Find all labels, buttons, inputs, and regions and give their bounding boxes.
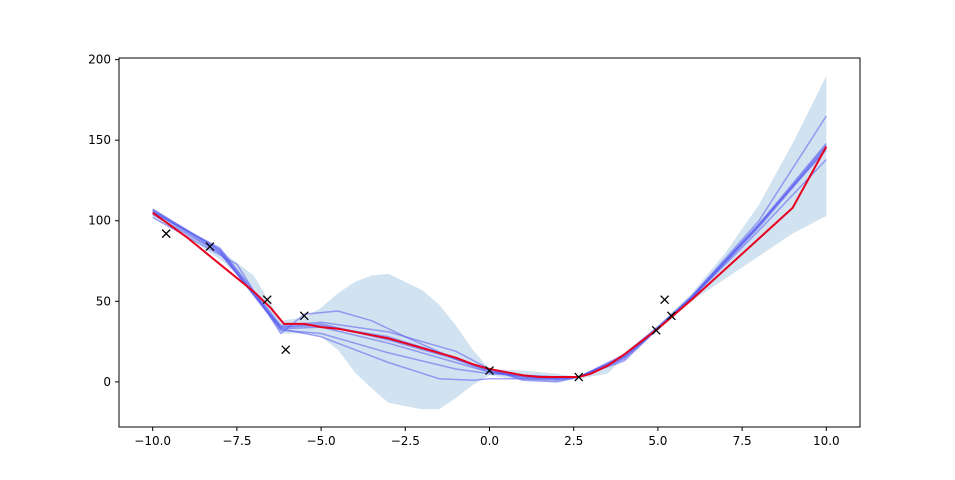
y-axis: 0 50 100 150 200 xyxy=(88,53,119,389)
x-tick-label: 0.0 xyxy=(480,434,499,448)
observations-layer xyxy=(161,229,676,382)
x-tick-label: −2.5 xyxy=(391,434,420,448)
observation-marker xyxy=(205,242,215,251)
x-tick-label: 2.5 xyxy=(564,434,583,448)
samples-layer xyxy=(152,115,827,383)
mean-layer xyxy=(152,146,828,378)
y-tick-label: 150 xyxy=(88,133,111,147)
observation-marker xyxy=(574,372,584,382)
mean-curve xyxy=(152,146,828,378)
observation-marker xyxy=(161,229,171,239)
observation-marker xyxy=(281,345,291,355)
x-tick-label: −5.0 xyxy=(307,434,336,448)
x-tick-label: 7.5 xyxy=(733,434,752,448)
y-tick-label: 50 xyxy=(96,294,111,308)
x-tick-label: 5.0 xyxy=(648,434,667,448)
confidence-band-layer xyxy=(152,75,827,410)
y-tick-label: 100 xyxy=(88,214,111,228)
confidence-band xyxy=(152,75,827,410)
y-tick-label: 200 xyxy=(88,53,111,67)
observation-marker xyxy=(299,311,309,321)
observation-marker xyxy=(666,311,676,321)
x-axis: −10.0 −7.5 −5.0 −2.5 0.0 2.5 5.0 7.5 10.0 xyxy=(134,427,840,448)
observation-marker xyxy=(485,366,494,376)
observation-marker xyxy=(651,325,661,335)
observation-marker xyxy=(262,295,272,305)
y-tick-label: 0 xyxy=(103,375,111,389)
x-tick-label: 10.0 xyxy=(813,434,840,448)
x-tick-label: −7.5 xyxy=(222,434,251,448)
sample-curve-4 xyxy=(152,115,827,378)
observation-marker xyxy=(660,295,670,305)
x-tick-label: −10.0 xyxy=(134,434,171,448)
